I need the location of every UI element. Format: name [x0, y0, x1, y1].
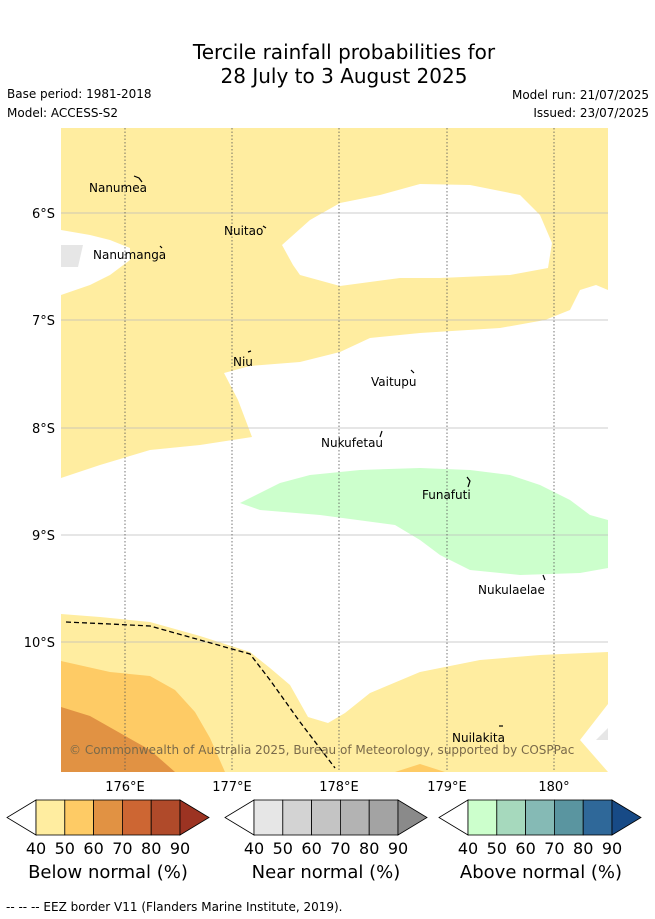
legend-tick-label: 40: [244, 839, 264, 858]
lon-label-180: 180°: [538, 780, 569, 795]
lon-label-176e: 176°E: [105, 780, 145, 795]
legend-swatch: [311, 799, 341, 836]
lat-label-8s: 8°S: [32, 422, 55, 437]
legend-swatch: [339, 799, 370, 836]
lat-label-7s: 7°S: [32, 314, 55, 329]
region-near-normal-southeast: [596, 728, 608, 740]
legend-near-label: Near normal (%): [251, 862, 401, 883]
legend-tick-label: 70: [544, 839, 564, 858]
lon-label-178e: 178°E: [319, 780, 359, 795]
legend-swatch: [582, 799, 613, 836]
legend-arrow-high: [397, 799, 428, 836]
label-nuitao: Nuitao: [224, 224, 263, 238]
legend-tick-label: 50: [273, 839, 293, 858]
legend-tick-label: 80: [359, 839, 379, 858]
legend-above-label: Above normal (%): [459, 862, 623, 883]
legend-swatch: [64, 799, 95, 836]
legend-tick-label: 40: [26, 839, 46, 858]
latitude-gridlines: [61, 212, 608, 643]
legend-arrow-low: [224, 799, 255, 836]
legend-tick-label: 90: [170, 839, 190, 858]
legend-swatch: [467, 799, 498, 836]
place-labels: Nanumea Nuitao Nanumanga Niu Vaitupu Nuk…: [89, 181, 545, 745]
legend-swatch: [93, 799, 123, 836]
chart-title: Tercile rainfall probabilities for 28 Ju…: [0, 40, 655, 88]
legend-swatch: [525, 799, 555, 836]
region-near-normal-40: [61, 245, 83, 267]
lat-label-10s: 10°S: [24, 636, 55, 651]
label-nukufetau: Nukufetau: [321, 436, 383, 450]
legend-arrow-low: [438, 799, 469, 836]
legend-swatch: [150, 799, 181, 836]
label-niu: Niu: [233, 355, 253, 369]
title-line-1: Tercile rainfall probabilities for: [192, 40, 496, 64]
label-nuilakita: Nuilakita: [452, 731, 505, 745]
legend-swatch: [282, 799, 312, 836]
legend-swatch: [554, 799, 584, 836]
lon-label-179e: 179°E: [427, 780, 467, 795]
legend-swatch: [368, 799, 399, 836]
lon-label-177e: 177°E: [212, 780, 252, 795]
legend-tick-label: 40: [458, 839, 478, 858]
legend-tick-label: 60: [515, 839, 535, 858]
eez-border: [65, 621, 336, 769]
legend-below-normal: 40 50 60 70 80 90: [6, 799, 210, 858]
label-nanumea: Nanumea: [89, 181, 147, 195]
model-run-date: Model run: 21/07/2025: [511, 88, 649, 102]
lat-label-9s: 9°S: [32, 529, 55, 544]
legend-tick-label: 60: [301, 839, 321, 858]
legend-tick-label: 80: [141, 839, 161, 858]
legend-swatch: [496, 799, 526, 836]
base-period: Base period: 1981-2018: [7, 87, 152, 101]
region-below-normal-60: [61, 707, 175, 772]
legend-above-normal: 40 50 60 70 80 90: [438, 799, 642, 858]
legend-arrow-low: [6, 799, 37, 836]
legend-swatch: [122, 799, 152, 836]
model-name: Model: ACCESS-S2: [7, 106, 119, 120]
island-marks: [133, 175, 546, 727]
longitude-axis: 176°E 177°E 178°E 179°E 180°: [105, 780, 569, 795]
legend-near-normal: 40 50 60 70 80 90: [224, 799, 428, 858]
legend-tick-label: 90: [602, 839, 622, 858]
map-area: Nanumea Nuitao Nanumanga Niu Vaitupu Nuk…: [61, 128, 608, 772]
legend-below-label: Below normal (%): [28, 862, 188, 883]
legend-tick-label: 50: [487, 839, 507, 858]
legend-arrow-high: [611, 799, 642, 836]
label-nanumanga: Nanumanga: [93, 248, 166, 262]
eez-footnote: -- -- -- EEZ border V11 (Flanders Marine…: [6, 900, 343, 914]
label-nukulaelae: Nukulaelae: [478, 583, 545, 597]
title-line-2: 28 July to 3 August 2025: [220, 64, 468, 88]
legend-tick-label: 80: [573, 839, 593, 858]
legend-tick-label: 70: [112, 839, 132, 858]
legend-arrow-high: [179, 799, 210, 836]
legend-swatch: [35, 799, 66, 836]
region-normal-gap: [282, 184, 552, 286]
region-above-normal-40: [240, 468, 608, 575]
copyright-notice: © Commonwealth of Australia 2025, Bureau…: [69, 743, 574, 757]
label-vaitupu: Vaitupu: [371, 375, 417, 389]
latitude-axis: 6°S 7°S 8°S 9°S 10°S: [24, 207, 55, 651]
issued-date: Issued: 23/07/2025: [533, 106, 649, 120]
longitude-gridlines: [124, 128, 555, 772]
label-funafuti: Funafuti: [422, 488, 471, 502]
legend-tick-label: 50: [55, 839, 75, 858]
legend-swatch: [253, 799, 284, 836]
legend-tick-label: 90: [388, 839, 408, 858]
region-below-normal-50-southeast: [395, 764, 445, 772]
legend-tick-label: 70: [330, 839, 350, 858]
lat-label-6s: 6°S: [32, 207, 55, 222]
legend-tick-label: 60: [83, 839, 103, 858]
